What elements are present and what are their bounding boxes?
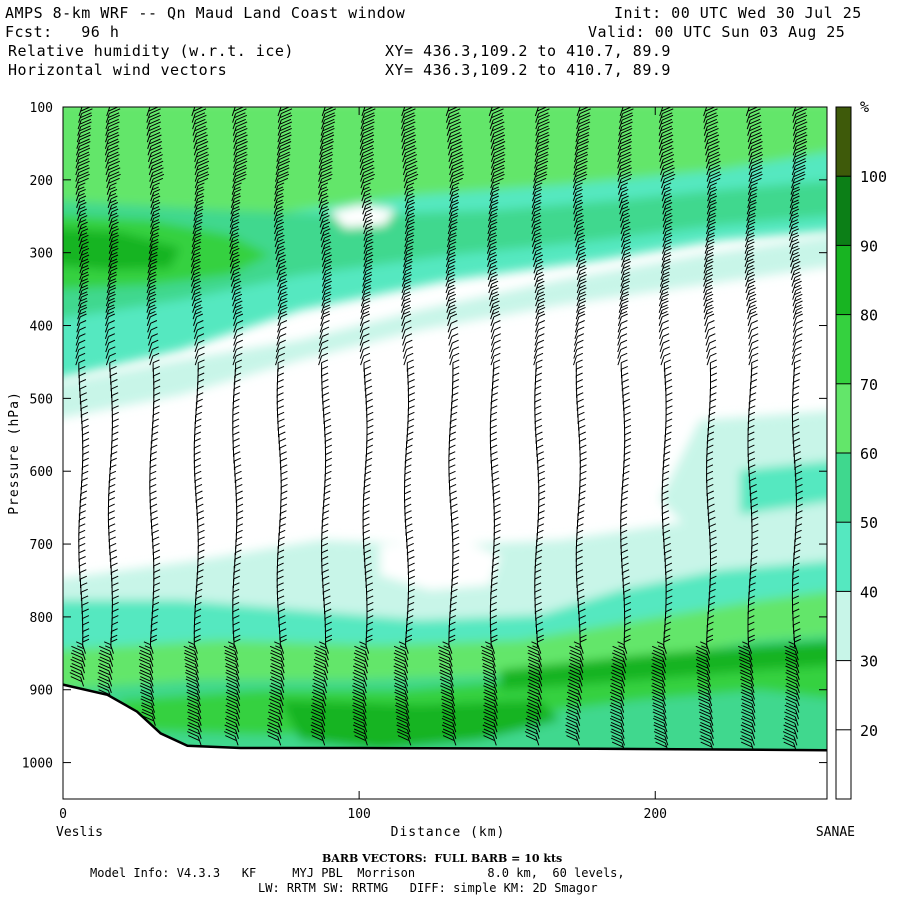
colorbar-segment xyxy=(836,730,851,799)
colorbar-label: 70 xyxy=(860,376,878,394)
model-info: Model Info: V4.3.3 KF MYJ PBL Morrison 8… xyxy=(90,867,625,880)
barb-flag xyxy=(195,102,206,107)
humidity-field xyxy=(50,100,840,820)
barb-flag xyxy=(663,102,674,107)
barb-flag xyxy=(365,102,376,107)
right-endpoint-label: SANAE xyxy=(816,825,855,840)
barb-flag xyxy=(538,102,549,107)
y-tick-label: 700 xyxy=(30,538,53,553)
colorbar-unit: % xyxy=(860,98,869,116)
colorbar-label: 90 xyxy=(860,237,878,255)
colorbar-segment xyxy=(836,591,851,660)
colorbar: 20 30 40 50 60 70 80 90 100 xyxy=(836,107,887,799)
y-tick-label: 500 xyxy=(30,392,53,407)
colorbar-label: 30 xyxy=(860,653,878,671)
barb-flag xyxy=(707,102,718,107)
y-tick-label: 900 xyxy=(30,684,53,699)
left-endpoint-label: Veslis xyxy=(56,825,103,840)
colorbar-segment xyxy=(836,176,851,245)
barb-legend: BARB VECTORS: FULL BARB = 10 kts xyxy=(322,852,562,865)
x-axis-label: Distance (km) xyxy=(391,825,506,840)
y-tick-label: 200 xyxy=(30,174,53,189)
barb-flag xyxy=(235,102,246,107)
colorbar-label: 100 xyxy=(860,168,887,186)
colorbar-segment xyxy=(836,384,851,453)
colorbar-segment xyxy=(836,245,851,314)
colorbar-segment xyxy=(836,522,851,591)
colorbar-label: 20 xyxy=(860,722,878,740)
colorbar-label: 50 xyxy=(860,514,878,532)
y-tick-label: 400 xyxy=(30,320,53,335)
colorbar-segment xyxy=(836,661,851,730)
barb-flag xyxy=(749,102,760,107)
physics-info: LW: RRTM SW: RRTMG DIFF: simple KM: 2D S… xyxy=(258,882,598,895)
x-tick-label: 100 xyxy=(347,807,370,822)
barb-flag xyxy=(580,102,591,107)
colorbar-label: 60 xyxy=(860,445,878,463)
y-tick-label: 100 xyxy=(30,101,53,116)
y-tick-label: 1000 xyxy=(22,757,53,772)
barb-flag xyxy=(405,102,416,107)
x-tick-label: 0 xyxy=(59,807,67,822)
y-tick-label: 300 xyxy=(30,247,53,262)
barb-flag xyxy=(110,102,121,107)
y-axis-label: Pressure (hPa) xyxy=(7,391,22,515)
colorbar-label: 40 xyxy=(860,583,878,601)
barb-flag xyxy=(796,102,807,107)
barb-flag xyxy=(82,102,93,107)
barb-flag xyxy=(492,102,503,107)
colorbar-segment xyxy=(836,107,851,176)
barb-flag xyxy=(449,102,460,107)
colorbar-segment xyxy=(836,453,851,522)
colorbar-label: 80 xyxy=(860,307,878,325)
y-tick-label: 600 xyxy=(30,465,53,480)
barb-flag xyxy=(281,102,292,107)
colorbar-segment xyxy=(836,315,851,384)
x-tick-label: 200 xyxy=(644,807,667,822)
barb-flag xyxy=(623,102,634,107)
y-tick-label: 800 xyxy=(30,611,53,626)
barb-flag xyxy=(325,102,336,107)
barb-flag xyxy=(150,102,161,107)
